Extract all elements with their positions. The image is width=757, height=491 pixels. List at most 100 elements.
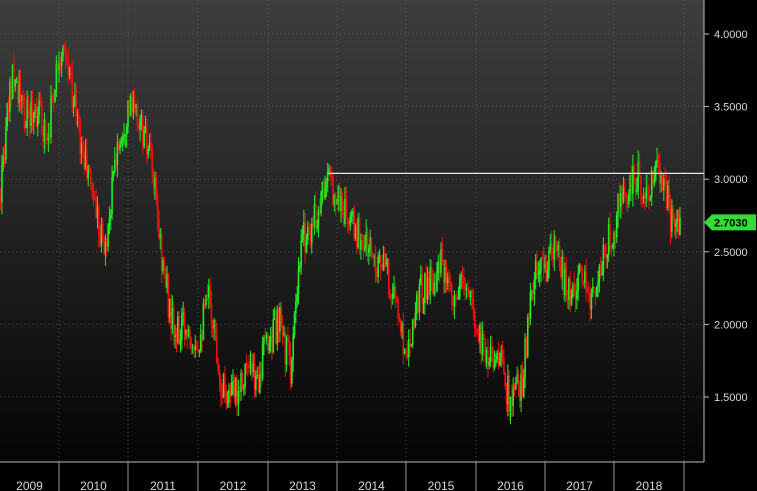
candle-body — [326, 171, 329, 182]
candle-body — [390, 298, 393, 300]
candle-body — [432, 278, 434, 294]
candle-body — [31, 101, 34, 123]
candle-body — [83, 153, 86, 169]
candle-body — [584, 271, 586, 283]
candle-body — [5, 126, 7, 160]
candle-body — [509, 396, 512, 412]
candle-body — [74, 95, 76, 106]
candle-body — [537, 274, 540, 276]
candle-body — [410, 344, 413, 346]
candle-body — [558, 245, 561, 269]
candle-body — [488, 361, 491, 366]
candle-body — [394, 286, 397, 297]
candle-body — [676, 210, 679, 223]
candle-body — [105, 241, 108, 247]
candle-body — [611, 246, 614, 248]
candle-body — [255, 376, 257, 390]
candle-body — [649, 197, 652, 200]
candle-body — [517, 374, 520, 387]
candle-body — [545, 263, 548, 281]
candle-body — [133, 100, 136, 109]
candle-body — [503, 358, 505, 373]
candle-body — [15, 78, 18, 80]
axes — [0, 0, 705, 491]
candle-body — [549, 243, 552, 251]
candle-body — [207, 285, 210, 298]
candle-body — [393, 286, 395, 294]
candle-body — [287, 336, 289, 342]
x-tick-label: 2016 — [497, 479, 524, 491]
candle-body — [360, 240, 362, 250]
candle-body — [433, 282, 436, 294]
candle-body — [228, 389, 230, 403]
candle-body — [117, 141, 120, 150]
candle-body — [350, 214, 353, 217]
candle-body — [308, 227, 310, 230]
candle-body — [453, 295, 456, 306]
candle-body — [14, 79, 17, 87]
candle-body — [36, 114, 39, 127]
candle-body — [100, 223, 103, 246]
candle-body — [381, 267, 383, 270]
candle-body — [409, 339, 411, 345]
candle-body — [550, 243, 553, 258]
candle-body — [62, 47, 64, 57]
x-tick-label: 2017 — [566, 479, 593, 491]
candle-body — [303, 222, 305, 235]
candle-body — [7, 103, 10, 112]
candle-body — [677, 210, 680, 235]
candle-body — [382, 254, 385, 270]
candle-body — [72, 105, 75, 107]
candle-body — [32, 112, 35, 123]
candle-body — [225, 391, 228, 403]
candle-body — [370, 238, 373, 255]
candle-body — [233, 380, 236, 398]
candle-body — [18, 81, 20, 103]
candle-body — [76, 115, 79, 117]
candle-body — [428, 277, 430, 295]
candle-body — [334, 195, 337, 204]
candle-body — [618, 193, 621, 207]
candle-body — [127, 100, 129, 127]
candle-body — [418, 284, 421, 312]
candle-body — [78, 115, 80, 120]
candle-body — [213, 319, 215, 329]
candle-body — [218, 370, 221, 380]
candle-body — [101, 223, 104, 238]
candle-body — [569, 279, 572, 305]
candle-body — [226, 402, 229, 404]
candle-body — [151, 147, 154, 174]
candle-body — [473, 309, 476, 329]
candle-body — [352, 211, 354, 215]
candle-body — [75, 95, 78, 116]
candle-body — [469, 290, 472, 298]
candle-body — [54, 90, 56, 102]
candle-body — [222, 374, 225, 398]
candle-body — [333, 195, 336, 205]
candle-body — [578, 264, 581, 273]
candle-body — [538, 271, 541, 275]
candle-body — [217, 363, 219, 371]
candle-body — [525, 338, 528, 357]
candle-body — [59, 63, 62, 66]
candle-body — [26, 99, 28, 128]
candle-body — [617, 193, 619, 216]
x-tick-label: 2018 — [636, 479, 663, 491]
candle-body — [99, 236, 101, 246]
candle-body — [572, 284, 574, 297]
candle-body — [44, 119, 47, 140]
candle-body — [580, 264, 582, 268]
candle-body — [496, 351, 499, 360]
candle-body — [540, 257, 542, 272]
candle-body — [505, 386, 508, 405]
candle-body — [46, 139, 48, 141]
candle-body — [564, 268, 566, 295]
candle-body — [603, 245, 606, 257]
candle-body — [265, 334, 268, 339]
candle-body — [98, 205, 100, 237]
candle-body — [185, 329, 187, 334]
candle-body — [500, 350, 503, 358]
candle-body — [58, 63, 60, 70]
candle-body — [341, 196, 344, 209]
candle-body — [267, 334, 269, 351]
